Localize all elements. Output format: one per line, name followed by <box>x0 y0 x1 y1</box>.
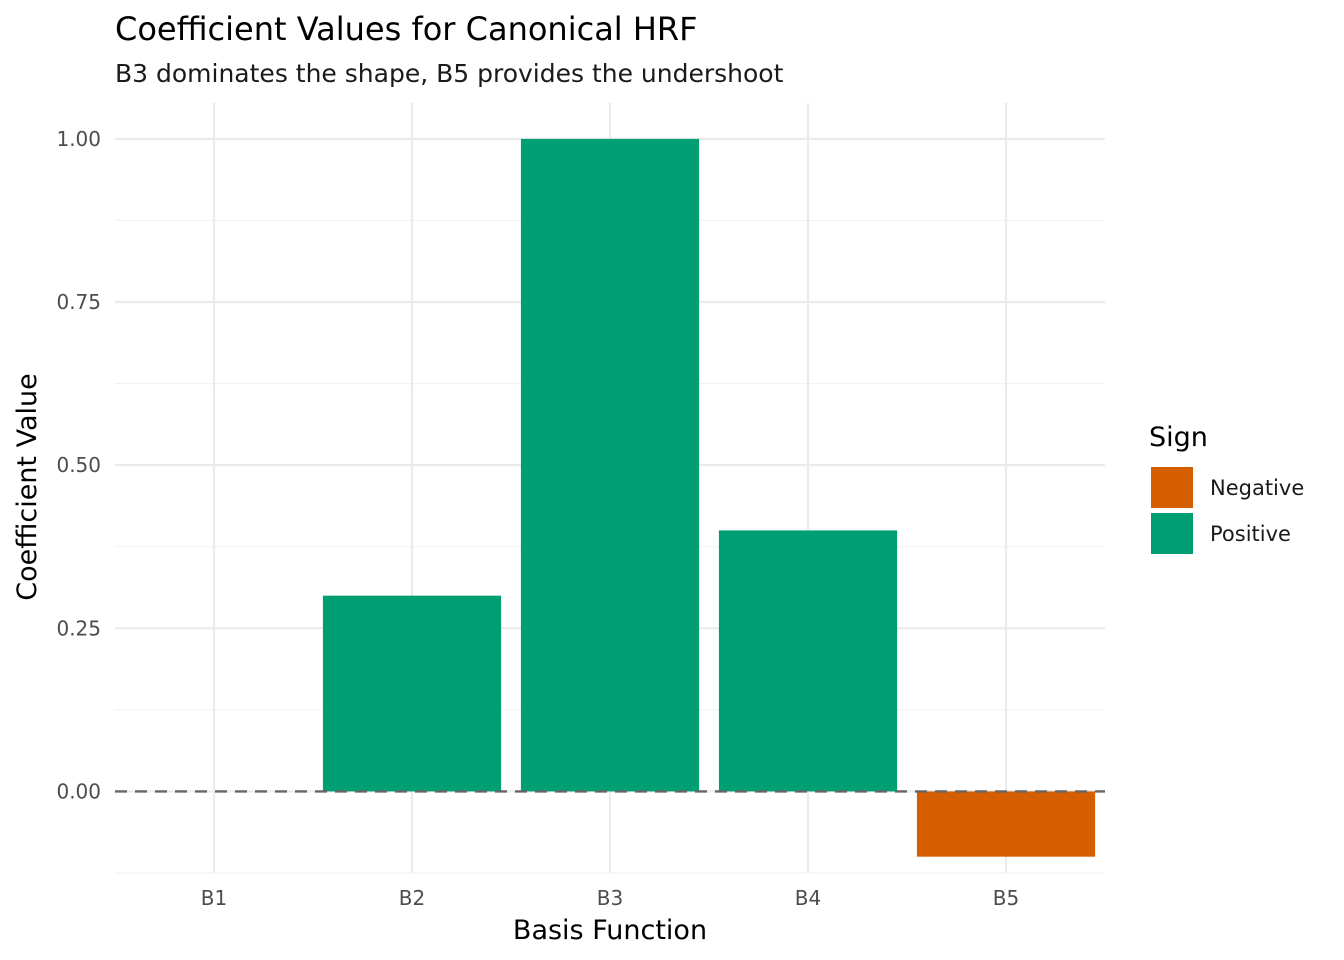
y-axis-title: Coefficient Value <box>12 373 43 600</box>
bar-b5 <box>916 791 1096 857</box>
y-tick-label: 0.00 <box>56 779 101 803</box>
x-tick-label: B5 <box>993 886 1019 910</box>
x-axis-ticks: B1 B2 B3 B4 B5 <box>201 886 1019 910</box>
y-tick-label: 0.75 <box>56 290 101 314</box>
y-tick-label: 1.00 <box>56 127 101 151</box>
x-tick-label: B3 <box>597 886 623 910</box>
x-axis-title: Basis Function <box>513 915 707 946</box>
legend-label-negative: Negative <box>1210 476 1304 500</box>
y-tick-label: 0.25 <box>56 616 101 640</box>
legend-swatch-negative <box>1151 467 1193 508</box>
bars <box>322 138 1096 857</box>
x-tick-label: B4 <box>795 886 821 910</box>
chart-subtitle: B3 dominates the shape, B5 provides the … <box>115 59 784 88</box>
legend-title: Sign <box>1149 422 1208 453</box>
y-tick-label: 0.50 <box>56 453 101 477</box>
bar-b2 <box>322 595 502 792</box>
x-tick-label: B1 <box>201 886 227 910</box>
bar-b4 <box>718 530 898 792</box>
x-tick-label: B2 <box>399 886 425 910</box>
legend-label-positive: Positive <box>1210 522 1291 546</box>
legend: Sign Negative Positive <box>1149 422 1304 554</box>
bar-b3 <box>520 138 700 792</box>
legend-swatch-positive <box>1151 513 1193 554</box>
y-axis-ticks: 0.00 0.25 0.50 0.75 1.00 <box>56 127 101 804</box>
chart-title: Coefficient Values for Canonical HRF <box>115 10 698 48</box>
